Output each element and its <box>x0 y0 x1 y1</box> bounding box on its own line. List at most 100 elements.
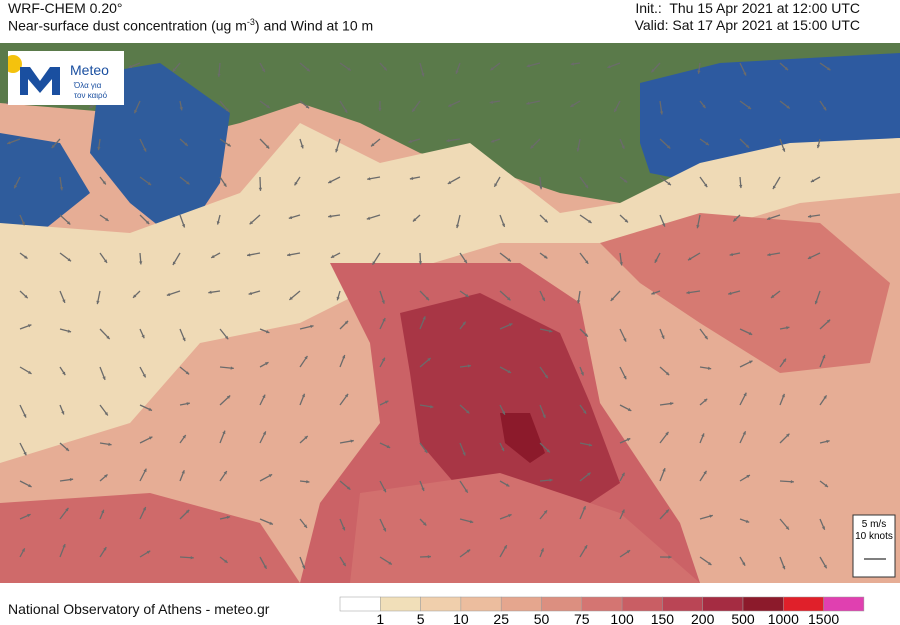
wind-arrow-head <box>346 486 351 490</box>
wind-arrow-head <box>24 294 28 299</box>
wind-arrow-head <box>729 252 733 257</box>
wind-arrow-head <box>627 407 632 411</box>
colorbar-swatch <box>823 596 865 612</box>
wind-arrow-head <box>584 184 589 189</box>
wind-arrow-head <box>626 438 631 442</box>
wind-arrow-head <box>704 183 708 188</box>
wind-arrow-head <box>782 358 786 363</box>
colorbar-label: 75 <box>574 611 590 625</box>
wind-arrow-head <box>185 371 190 375</box>
wind-arrow-head <box>303 524 307 528</box>
logo: Meteo Όλα για τον καιρό <box>4 51 124 105</box>
wind-arrow-head <box>378 107 382 111</box>
wind-arrow-head <box>507 258 511 262</box>
wind-arrow-head <box>258 187 263 191</box>
wind-arrow-head <box>143 148 147 152</box>
wind-arrow-head <box>491 139 495 143</box>
wind-arrow-head <box>666 145 671 149</box>
wind-arrow-head <box>263 565 267 569</box>
footer-credit: National Observatory of Athens - meteo.g… <box>8 601 270 617</box>
wind-arrow-head <box>576 300 581 304</box>
wind-arrow-head <box>143 468 147 473</box>
wind-arrow-head <box>687 257 692 261</box>
wind-legend-knots: 10 knots <box>855 531 893 542</box>
wind-arrow-head <box>223 183 227 187</box>
wind-arrow-head <box>541 297 545 301</box>
wind-arrow-head <box>269 521 273 525</box>
wind-arrow-head <box>826 439 830 444</box>
wind-arrow-head <box>288 215 293 220</box>
wind-arrow-head <box>570 103 574 107</box>
wind-arrow-head <box>542 414 546 419</box>
wind-arrow-head <box>490 67 494 71</box>
wind-arrow-head <box>465 293 469 297</box>
wind-arrow-head <box>427 555 431 559</box>
wind-arrow-head <box>786 326 790 330</box>
wind-arrow-head <box>790 479 794 484</box>
wind-arrow-head <box>807 214 812 218</box>
colorbar-swatch <box>339 596 381 612</box>
wind-arrow-head <box>344 320 349 325</box>
wind-arrow-head <box>139 261 143 265</box>
wind-arrow-head <box>766 216 771 220</box>
wind-arrow-head <box>786 105 790 109</box>
wind-arrow-head <box>66 221 71 225</box>
wind-arrow-head <box>21 221 25 226</box>
wind-arrow-head <box>705 142 709 146</box>
wind-arrow-head <box>770 294 775 298</box>
wind-arrow-head <box>743 392 747 397</box>
wind-arrow-head <box>226 515 231 520</box>
wind-arrow-head <box>104 412 108 416</box>
wind-arrow-head <box>384 400 389 404</box>
wind-arrow-head <box>67 258 72 262</box>
wind-arrow-head <box>301 393 305 398</box>
wind-arrow-head <box>418 261 423 265</box>
wind-arrow-head <box>661 335 665 339</box>
wind-arrow-head <box>610 297 615 301</box>
wind-arrow-head <box>67 329 72 333</box>
wind-arrow-head <box>69 477 74 482</box>
dust-peak <box>500 413 545 463</box>
colorbar-label: 50 <box>534 611 550 625</box>
wind-arrow-head <box>172 68 176 72</box>
wind-arrow-head <box>310 324 314 329</box>
wind-arrow-head <box>580 371 584 376</box>
colorbar-label: 1500 <box>808 611 839 625</box>
wind-arrow-head <box>62 371 66 376</box>
wind-arrow-head <box>703 470 707 475</box>
colorbar-label: 25 <box>493 611 509 625</box>
wind-arrow-head <box>7 141 11 145</box>
colorbar-label: 5 <box>417 611 425 625</box>
wind-arrow-head <box>670 401 674 406</box>
wind-arrow-head <box>469 519 474 524</box>
wind-arrow-head <box>810 179 815 183</box>
wind-arrow-head <box>662 468 666 472</box>
wind-arrow-head <box>467 364 472 368</box>
wind-arrow-head <box>342 562 346 567</box>
wind-arrow-head <box>463 259 467 264</box>
wind-arrow-head <box>51 144 55 149</box>
logo-tagline: Όλα για <box>73 81 102 90</box>
wind-arrow-head <box>614 108 618 113</box>
wind-arrow-head <box>409 176 414 181</box>
wind-arrow-head <box>301 565 306 569</box>
sea <box>0 133 90 243</box>
wind-arrow-head <box>304 355 308 360</box>
wind-arrow-head <box>106 335 110 340</box>
wind-arrow-head <box>654 259 658 263</box>
wind-arrow-head <box>412 218 417 222</box>
wind-arrow-head <box>659 111 664 115</box>
wind-arrow-head <box>446 138 450 143</box>
wind-arrow-head <box>336 296 340 301</box>
wind-arrow-head <box>704 335 708 340</box>
wind-arrow-head <box>549 478 553 482</box>
wind-arrow-head <box>626 550 631 554</box>
wind-arrow-head <box>381 357 385 362</box>
wind-arrow-head <box>186 181 190 185</box>
wind-arrow-head <box>350 439 354 443</box>
wind-arrow-head <box>424 449 428 453</box>
wind-arrow-head <box>623 375 627 380</box>
wind-arrow-head <box>494 183 498 187</box>
wind-arrow-head <box>62 544 66 548</box>
wind-arrow-head <box>412 108 416 112</box>
